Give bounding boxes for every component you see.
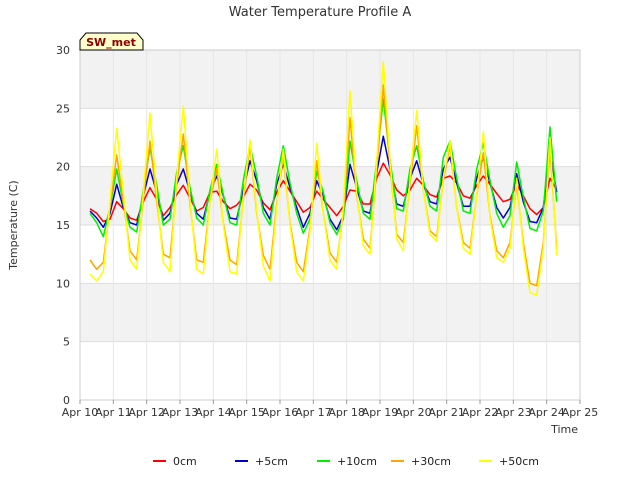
x-tick-label: Apr 19 xyxy=(362,406,399,419)
y-axis-ticks: 0 5 10 15 20 25 30 xyxy=(56,44,70,407)
x-tick-label: Apr 24 xyxy=(528,406,565,419)
series-layer xyxy=(89,60,558,296)
chart-title: Water Temperature Profile A xyxy=(229,5,412,20)
plot-band xyxy=(80,283,580,342)
series-line-2 xyxy=(89,98,558,238)
y-tick-label: 20 xyxy=(56,161,70,174)
legend-item: +30cm xyxy=(391,455,451,468)
x-tick-label: Apr 11 xyxy=(95,406,132,419)
y-tick-label: 25 xyxy=(56,102,70,115)
x-tick-label: Apr 23 xyxy=(495,406,532,419)
series-line-4 xyxy=(89,60,558,296)
x-tick-label: Apr 20 xyxy=(395,406,432,419)
y-tick-label: 30 xyxy=(56,44,70,57)
axes xyxy=(79,49,581,401)
x-tick-label: Apr 15 xyxy=(228,406,265,419)
legend: 0cm +5cm +10cm +30cm +50cm xyxy=(153,455,539,468)
legend-item: +5cm xyxy=(235,455,288,468)
x-tick-label: Apr 16 xyxy=(262,406,299,419)
plot-frame xyxy=(79,49,581,401)
legend-label: +30cm xyxy=(411,455,451,468)
y-tick-label: 0 xyxy=(63,394,70,407)
x-tick-label: Apr 12 xyxy=(128,406,165,419)
station-badge-label: SW_met xyxy=(86,36,136,49)
x-axis-title: Time xyxy=(550,423,578,436)
x-tick-label: Apr 25 xyxy=(562,406,599,419)
x-tick-label: Apr 10 xyxy=(62,406,99,419)
legend-item: +50cm xyxy=(479,455,539,468)
legend-label: +50cm xyxy=(499,455,539,468)
x-tick-label: Apr 13 xyxy=(162,406,199,419)
legend-label: +10cm xyxy=(337,455,377,468)
x-tick-label: Apr 14 xyxy=(195,406,232,419)
legend-label: 0cm xyxy=(173,455,197,468)
legend-item: +10cm xyxy=(317,455,377,468)
x-tick-label: Apr 17 xyxy=(295,406,332,419)
y-tick-label: 10 xyxy=(56,277,70,290)
y-tick-label: 15 xyxy=(56,219,70,232)
y-tick-label: 5 xyxy=(63,336,70,349)
y-axis-title: Temperature (C) xyxy=(7,180,20,270)
x-tick-label: Apr 18 xyxy=(328,406,365,419)
plot-band xyxy=(80,50,580,109)
legend-label: +5cm xyxy=(255,455,288,468)
legend-item: 0cm xyxy=(153,455,197,468)
station-badge: SW_met xyxy=(79,32,144,51)
x-tick-label: Apr 21 xyxy=(428,406,465,419)
x-tick-label: Apr 22 xyxy=(462,406,499,419)
